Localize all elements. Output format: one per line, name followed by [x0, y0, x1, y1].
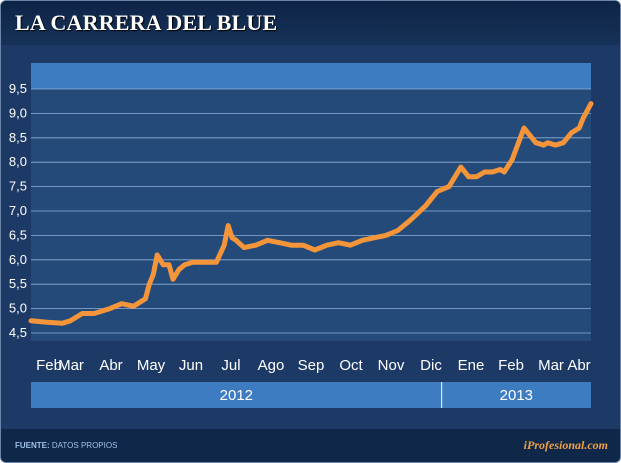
x-tick-label: May [137, 357, 166, 374]
y-axis: 4,5 5,0 5,5 6,0 6,5 7,0 7,5 8,0 8,5 9,0 9,5 [9, 81, 27, 340]
x-tick-label: Feb [36, 357, 62, 374]
x-tick-label: Abr [567, 357, 590, 374]
y-tick-label: 5,0 [9, 301, 27, 316]
brand-logo: iProfesional.com [523, 438, 608, 452]
y-tick-label: 7,5 [9, 179, 27, 194]
chart-title: LA CARRERA DEL BLUE [15, 10, 278, 35]
x-tick-label: Ene [458, 357, 485, 374]
year-label: 2012 [220, 387, 253, 404]
x-tick-label: Jun [179, 357, 203, 374]
source-label: FUENTE: [15, 441, 50, 450]
year-segment [31, 382, 442, 408]
top-band [31, 63, 591, 89]
y-tick-label: 8,0 [9, 154, 27, 169]
y-tick-label: 8,5 [9, 130, 27, 145]
x-tick-label: Mar [538, 357, 564, 374]
y-tick-label: 5,5 [9, 276, 27, 291]
year-label: 2013 [500, 387, 533, 404]
source-text: DATOS PROPIOS [51, 441, 118, 450]
x-tick-label: Ago [258, 357, 285, 374]
x-tick-label: Nov [378, 357, 405, 374]
grid-lines [31, 88, 591, 334]
y-tick-label: 9,5 [9, 81, 27, 96]
title-bar: LA CARRERA DEL BLUE [1, 1, 620, 45]
plot-area [31, 63, 591, 341]
x-tick-label: Feb [498, 357, 524, 374]
year-band: 2012 2013 [31, 382, 591, 408]
year-segment [441, 382, 591, 408]
y-tick-label: 9,0 [9, 105, 27, 120]
series-line [28, 101, 594, 326]
source-note: FUENTE: DATOS PROPIOS [15, 441, 117, 450]
x-tick-label: Abr [99, 357, 122, 374]
x-tick-label: Jul [221, 357, 240, 374]
y-tick-label: 4,5 [9, 325, 27, 340]
footer: FUENTE: DATOS PROPIOS iProfesional.com [1, 429, 620, 462]
x-tick-label: Oct [339, 357, 363, 374]
y-tick-label: 6,0 [9, 252, 27, 267]
y-tick-label: 6,5 [9, 227, 27, 242]
y-tick-label: 7,0 [9, 203, 27, 218]
x-tick-label: Dic [420, 357, 442, 374]
x-tick-label: Mar [58, 357, 84, 374]
x-tick-label: Sep [298, 357, 325, 374]
